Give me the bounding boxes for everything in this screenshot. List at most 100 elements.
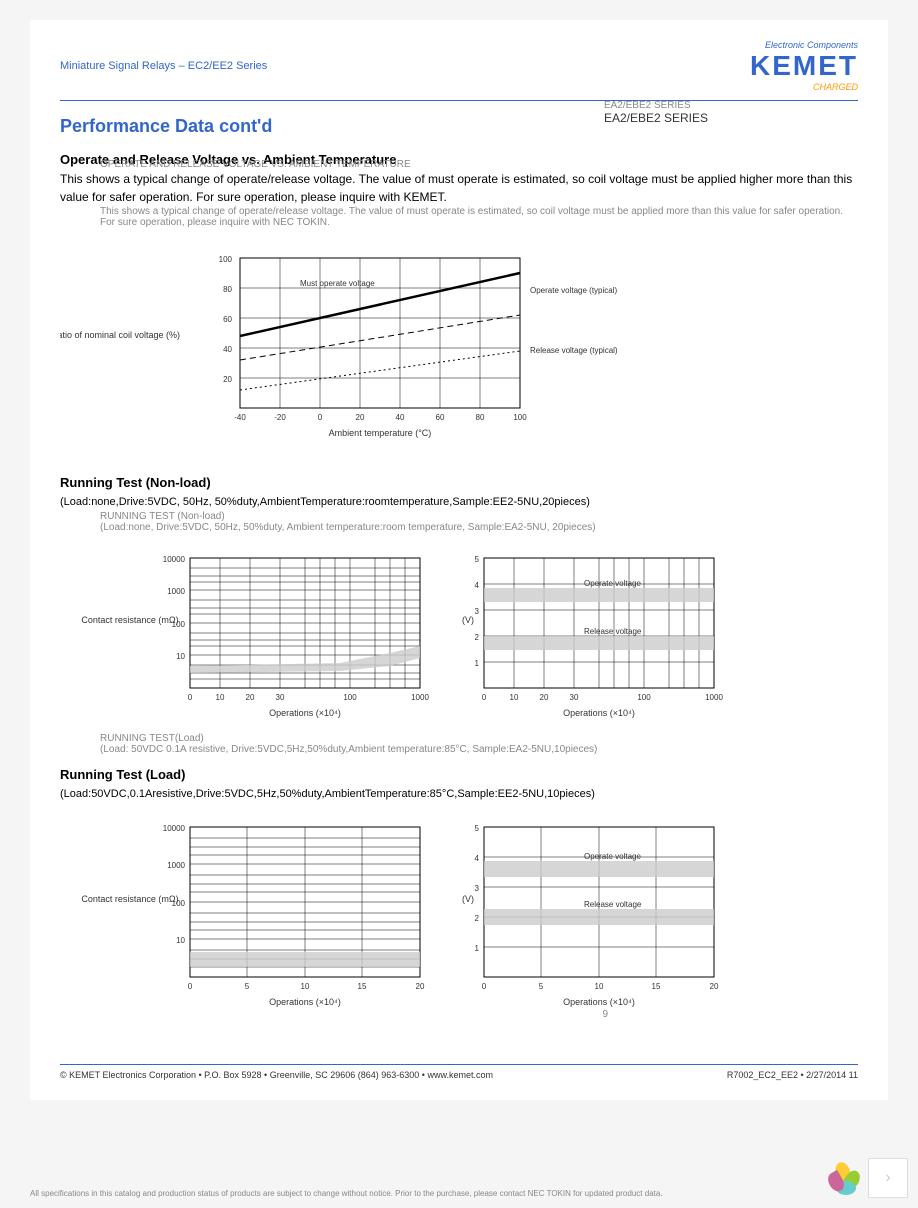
svg-text:100: 100 <box>513 413 527 422</box>
svg-text:1000: 1000 <box>706 693 724 702</box>
chart-voltage-load: 5 4 3 2 1 0 5 10 15 20 Operations (×10⁴)… <box>444 812 784 1012</box>
footer: © KEMET Electronics Corporation • P.O. B… <box>60 1064 858 1080</box>
svg-text:80: 80 <box>476 413 485 422</box>
body-text: This shows a typical change of operate/r… <box>60 170 858 206</box>
svg-text:10000: 10000 <box>163 555 186 564</box>
svg-text:10: 10 <box>176 652 185 661</box>
svg-text:1: 1 <box>475 944 480 953</box>
svg-text:60: 60 <box>436 413 445 422</box>
svg-text:20: 20 <box>710 982 719 991</box>
chart-voltage-noload: 5 4 3 2 1 0 10 20 30 100 1000 Operations… <box>444 543 784 723</box>
logo-subtitle: CHARGED <box>750 82 858 92</box>
svg-text:Ambient temperature (°C): Ambient temperature (°C) <box>329 428 432 438</box>
svg-text:3: 3 <box>475 607 480 616</box>
disclaimer: All specifications in this catalog and p… <box>30 1189 663 1198</box>
section-title: Performance Data cont'd <box>60 116 858 137</box>
next-page-button[interactable]: › <box>868 1158 908 1198</box>
svg-text:100: 100 <box>219 255 233 264</box>
svg-text:Operate voltage (typical): Operate voltage (typical) <box>530 286 617 295</box>
svg-text:5: 5 <box>475 824 480 833</box>
svg-text:1000: 1000 <box>167 861 185 870</box>
svg-text:Ratio of nominal coil voltage: Ratio of nominal coil voltage (%) <box>60 330 180 340</box>
svg-text:10: 10 <box>510 693 519 702</box>
svg-text:0: 0 <box>188 693 193 702</box>
svg-text:Release voltage: Release voltage <box>584 627 642 636</box>
svg-text:Must operate voltage: Must operate voltage <box>300 279 375 288</box>
svg-text:Release voltage (typical): Release voltage (typical) <box>530 346 618 355</box>
logo-brand: KEMET <box>750 50 858 82</box>
svg-text:0: 0 <box>482 693 487 702</box>
svg-text:80: 80 <box>223 285 232 294</box>
svg-text:15: 15 <box>358 982 367 991</box>
charts-noload: 10000 1000 100 10 0 10 20 30 100 1000 Op… <box>60 543 858 723</box>
chart-contact-resistance: 10000 1000 100 10 0 10 20 30 100 1000 Op… <box>60 543 440 723</box>
charts-load: 10000 1000 100 10 0 5 10 15 20 Operation… <box>60 812 858 1012</box>
footer-left: © KEMET Electronics Corporation • P.O. B… <box>60 1070 493 1080</box>
section-running-noload: Running Test (Non-load) (Load:none,Drive… <box>60 475 858 723</box>
svg-text:Operations (×10⁴): Operations (×10⁴) <box>269 708 341 718</box>
ghost-title: OPERATE AND RELEASE VOLTAGE VS. AMBIENT … <box>100 159 858 170</box>
svg-text:10: 10 <box>216 693 225 702</box>
svg-text:1000: 1000 <box>411 693 429 702</box>
svg-text:20: 20 <box>356 413 365 422</box>
svg-text:-20: -20 <box>274 413 286 422</box>
svg-text:(V): (V) <box>462 894 474 904</box>
subsection-title: Running Test (Load) <box>60 767 858 782</box>
svg-text:5: 5 <box>475 555 480 564</box>
ghost-condition: (Load:none, Drive:5VDC, 50Hz, 50%duty, A… <box>100 522 858 533</box>
subsection-title: Running Test (Non-load) <box>60 475 858 490</box>
ghost-condition: (Load: 50VDC 0.1A resistive, Drive:5VDC,… <box>100 744 858 755</box>
series-label: EA2/EBE2 SERIES EA2/EBE2 SERIES <box>604 100 708 125</box>
svg-text:30: 30 <box>570 693 579 702</box>
svg-text:Operations (×10⁴): Operations (×10⁴) <box>564 708 636 718</box>
svg-text:10: 10 <box>176 936 185 945</box>
series-ghost: EA2/EBE2 SERIES <box>604 100 708 111</box>
svg-text:(V): (V) <box>462 615 474 625</box>
svg-text:5: 5 <box>245 982 250 991</box>
ghost-body: This shows a typical change of operate/r… <box>100 206 858 228</box>
svg-text:Contact resistance (mΩ): Contact resistance (mΩ) <box>81 894 178 904</box>
svg-text:Operations (×10⁴): Operations (×10⁴) <box>269 997 341 1007</box>
svg-text:2: 2 <box>475 633 480 642</box>
ghost-page-num: 9 <box>602 1009 608 1020</box>
svg-text:-40: -40 <box>234 413 246 422</box>
nav-color-icon[interactable] <box>823 1158 863 1198</box>
svg-text:1000: 1000 <box>167 587 185 596</box>
ghost-title: RUNNING TEST (Non-load) <box>100 511 858 522</box>
svg-text:20: 20 <box>246 693 255 702</box>
svg-text:Operations (×10⁴): Operations (×10⁴) <box>564 997 636 1007</box>
svg-text:20: 20 <box>540 693 549 702</box>
svg-text:1: 1 <box>475 659 480 668</box>
svg-text:100: 100 <box>343 693 357 702</box>
svg-text:2: 2 <box>475 914 480 923</box>
svg-text:15: 15 <box>652 982 661 991</box>
series-text: EA2/EBE2 SERIES <box>604 111 708 125</box>
header: Miniature Signal Relays – EC2/EE2 Series… <box>60 40 858 100</box>
svg-text:40: 40 <box>396 413 405 422</box>
svg-text:0: 0 <box>188 982 193 991</box>
svg-text:20: 20 <box>416 982 425 991</box>
svg-text:10000: 10000 <box>163 824 186 833</box>
page: Miniature Signal Relays – EC2/EE2 Series… <box>30 20 888 1100</box>
footer-right: R7002_EC2_EE2 • 2/27/2014 11 <box>727 1070 858 1080</box>
header-divider <box>60 100 858 101</box>
logo-tagline: Electronic Components <box>750 40 858 50</box>
svg-text:10: 10 <box>301 982 310 991</box>
svg-text:40: 40 <box>223 345 232 354</box>
svg-text:0: 0 <box>482 982 487 991</box>
svg-text:60: 60 <box>223 315 232 324</box>
svg-text:4: 4 <box>475 581 480 590</box>
section-operate-release: Operate and Release Voltage vs. Ambient … <box>60 152 858 463</box>
chevron-right-icon: › <box>885 1169 890 1187</box>
svg-text:0: 0 <box>318 413 323 422</box>
chart-svg: 100 80 60 40 20 -40 -20 0 20 40 60 80 10… <box>60 238 660 458</box>
svg-text:5: 5 <box>539 982 544 991</box>
svg-text:Contact resistance (mΩ): Contact resistance (mΩ) <box>81 615 178 625</box>
svg-text:10: 10 <box>595 982 604 991</box>
chart-contact-resistance-load: 10000 1000 100 10 0 5 10 15 20 Operation… <box>60 812 440 1012</box>
svg-text:30: 30 <box>276 693 285 702</box>
breadcrumb: Miniature Signal Relays – EC2/EE2 Series <box>60 60 267 72</box>
svg-text:Operate voltage: Operate voltage <box>584 579 641 588</box>
svg-text:Operate voltage: Operate voltage <box>584 852 641 861</box>
svg-text:20: 20 <box>223 375 232 384</box>
